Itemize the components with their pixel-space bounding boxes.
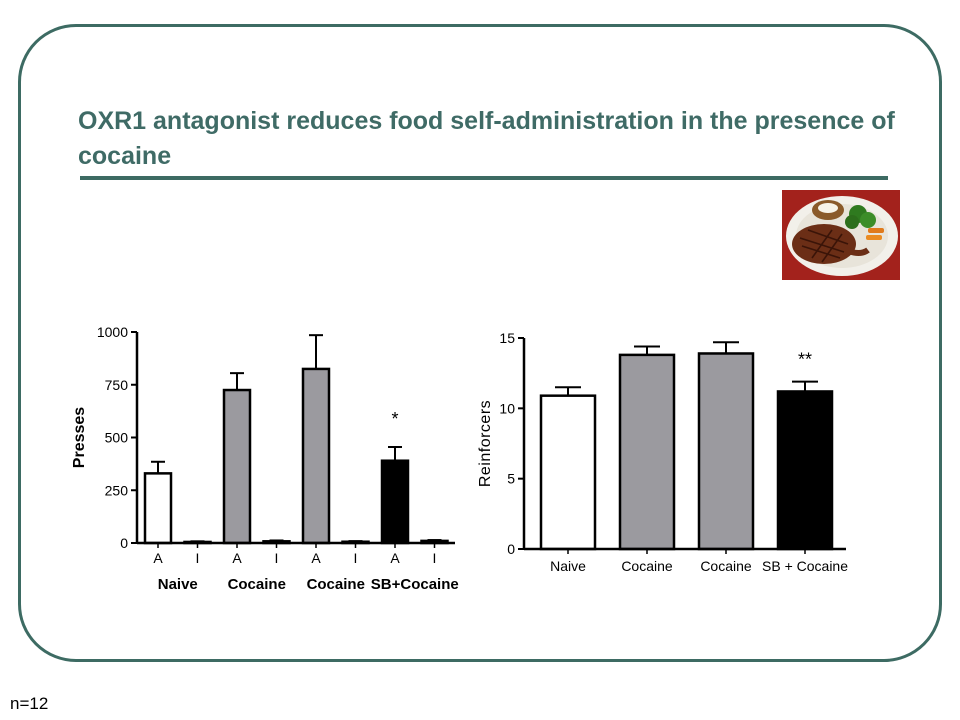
x-tick-label: A [311, 550, 321, 566]
x-tick-label: Cocaine [621, 558, 673, 574]
y-axis-label: Presses [71, 407, 88, 468]
bar [301, 367, 331, 545]
x-tick-label: I [196, 550, 200, 566]
bar [380, 459, 410, 545]
y-tick-label: 0 [120, 535, 128, 551]
y-tick-label: 10 [499, 400, 515, 416]
bar [618, 353, 676, 551]
significance-marker: ** [798, 350, 812, 370]
y-tick-label: 500 [105, 430, 129, 446]
x-tick-label: A [390, 550, 400, 566]
significance-marker: * [391, 409, 398, 429]
x-tick-label: Cocaine [700, 558, 752, 574]
x-tick-label: SB + Cocaine [762, 558, 848, 574]
group-label: Naive [158, 576, 198, 593]
group-label: SB+Cocaine [371, 576, 459, 593]
slide-title: OXR1 antagonist reduces food self-admini… [78, 107, 895, 170]
y-tick-label: 1000 [97, 324, 128, 340]
title-underline [80, 176, 888, 180]
bar [539, 394, 597, 551]
y-tick-label: 5 [507, 471, 515, 487]
x-tick-label: I [275, 550, 279, 566]
sample-size-note: n=12 [10, 694, 49, 713]
x-tick-label: Naive [550, 558, 586, 574]
y-tick-label: 750 [105, 377, 129, 393]
bar [697, 352, 755, 551]
y-tick-label: 15 [499, 330, 515, 346]
y-tick-label: 250 [105, 482, 129, 498]
slide-frame [18, 24, 942, 662]
x-tick-label: A [153, 550, 163, 566]
y-axis-label: Reinforcers [477, 400, 494, 487]
x-tick-label: A [232, 550, 242, 566]
group-label: Cocaine [307, 576, 365, 593]
food-plate-steak-icon [782, 190, 900, 280]
bar [222, 388, 252, 545]
x-tick-label: I [354, 550, 358, 566]
group-label: Cocaine [228, 576, 286, 593]
x-tick-label: I [433, 550, 437, 566]
y-tick-label: 0 [507, 541, 515, 557]
bar [776, 390, 834, 551]
